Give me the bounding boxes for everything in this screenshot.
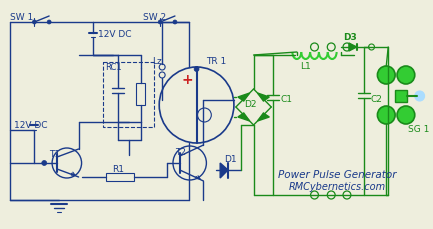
Circle shape [47,20,51,24]
Text: RMCybernetics.com: RMCybernetics.com [288,182,386,192]
Text: +: + [182,73,194,87]
Circle shape [397,106,415,124]
Polygon shape [238,113,250,121]
Polygon shape [220,163,228,178]
Polygon shape [258,113,269,121]
Polygon shape [349,43,357,51]
Bar [106,173,134,181]
Bar [103,62,154,127]
Text: R1: R1 [112,165,124,174]
Text: SG 1: SG 1 [408,125,429,134]
Text: RC1: RC1 [105,63,122,72]
Text: C2: C2 [371,95,382,104]
Circle shape [32,20,36,24]
Text: TR 1: TR 1 [207,57,226,66]
Circle shape [158,20,162,24]
Circle shape [378,66,395,84]
Bar [136,83,145,105]
Circle shape [397,66,415,84]
Text: SW 1: SW 1 [10,13,33,22]
Polygon shape [258,93,269,101]
Text: T1: T1 [49,150,60,159]
Circle shape [42,161,47,166]
Text: D2: D2 [244,100,256,109]
Text: SW 2: SW 2 [142,13,166,22]
Circle shape [194,66,199,71]
Text: Power Pulse Generator: Power Pulse Generator [278,170,396,180]
Text: Lz: Lz [152,57,162,66]
Text: 12V DC: 12V DC [14,121,47,130]
Text: T2: T2 [175,148,186,157]
Text: C1: C1 [280,95,292,104]
Circle shape [415,91,425,101]
Text: D3: D3 [343,33,357,42]
Polygon shape [238,93,250,101]
Bar [395,90,407,102]
Text: 12V DC: 12V DC [98,30,132,39]
Text: D1: D1 [224,155,237,164]
Circle shape [378,106,395,124]
Text: L1: L1 [300,62,310,71]
Circle shape [173,20,177,24]
